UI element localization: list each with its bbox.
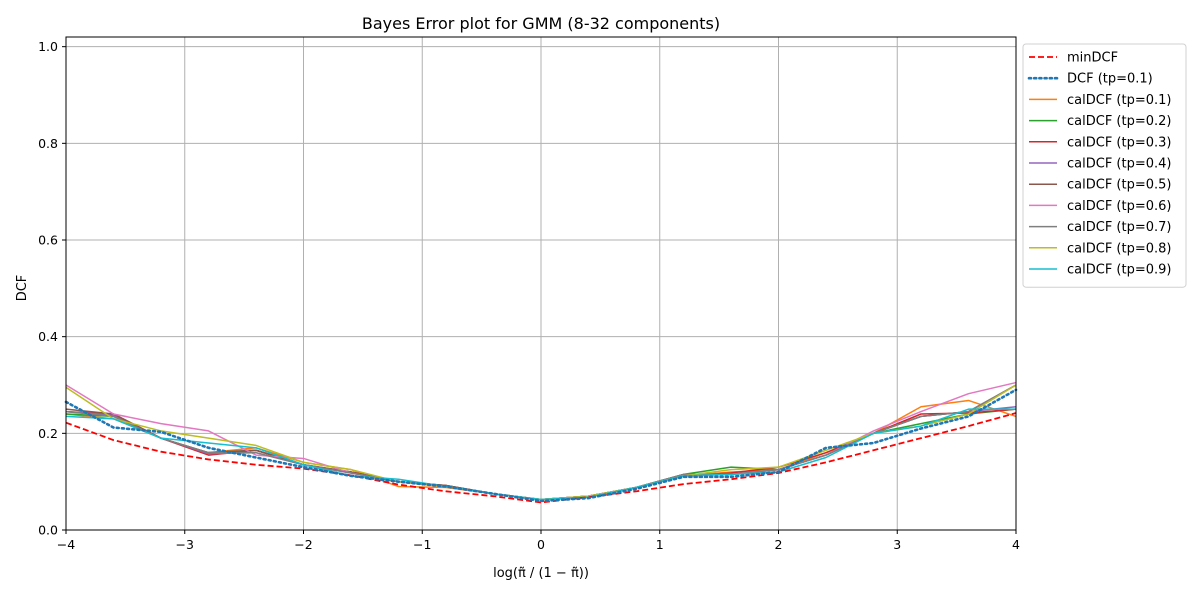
legend-label: minDCF	[1067, 51, 1118, 66]
y-tick-label: 0.8	[38, 136, 58, 151]
y-tick-label: 0.2	[38, 426, 58, 441]
x-tick-label: −1	[413, 537, 431, 552]
series-layer	[64, 381, 1018, 504]
x-axis: −4 −3 −2 −1 0 1 2 3 4	[57, 530, 1020, 552]
x-tick-label: −4	[57, 537, 75, 552]
y-tick-label: 0.0	[38, 523, 58, 538]
x-tick-label: 2	[775, 537, 783, 552]
grid	[65, 37, 1017, 531]
legend-label: calDCF (tp=0.3)	[1067, 135, 1171, 150]
legend-label: calDCF (tp=0.5)	[1067, 178, 1171, 193]
legend-label: calDCF (tp=0.2)	[1067, 114, 1171, 129]
x-tick-label: −2	[294, 537, 312, 552]
legend-label: calDCF (tp=0.4)	[1067, 157, 1171, 172]
y-tick-label: 1.0	[38, 39, 58, 54]
legend-label: calDCF (tp=0.1)	[1067, 93, 1171, 108]
chart-title: Bayes Error plot for GMM (8-32 component…	[362, 14, 720, 33]
legend-label: calDCF (tp=0.8)	[1067, 241, 1171, 256]
x-tick-label: 3	[893, 537, 901, 552]
legend-label: DCF (tp=0.1)	[1067, 72, 1153, 87]
legend-label: calDCF (tp=0.7)	[1067, 220, 1171, 235]
x-tick-label: −3	[176, 537, 194, 552]
series-line-10	[65, 408, 1016, 501]
series-line-0	[65, 412, 1017, 504]
y-axis-label: DCF	[15, 275, 30, 302]
legend-box	[1022, 43, 1187, 288]
legend-label: calDCF (tp=0.6)	[1067, 199, 1171, 214]
y-tick-label: 0.6	[38, 233, 58, 248]
x-tick-label: 1	[656, 537, 664, 552]
x-axis-label: log(π̃ / (1 − π̃))	[493, 566, 589, 581]
x-tick-label: 0	[537, 537, 545, 552]
x-tick-label: 4	[1012, 537, 1020, 552]
y-axis: 0.0 0.2 0.4 0.6 0.8 1.0	[38, 39, 66, 538]
series-line-1	[64, 388, 1018, 503]
legend: minDCF DCF (tp=0.1) calDCF (tp=0.1) calDCF …	[1022, 43, 1187, 288]
legend-label: calDCF (tp=0.9)	[1067, 263, 1171, 278]
y-tick-label: 0.4	[38, 329, 58, 344]
